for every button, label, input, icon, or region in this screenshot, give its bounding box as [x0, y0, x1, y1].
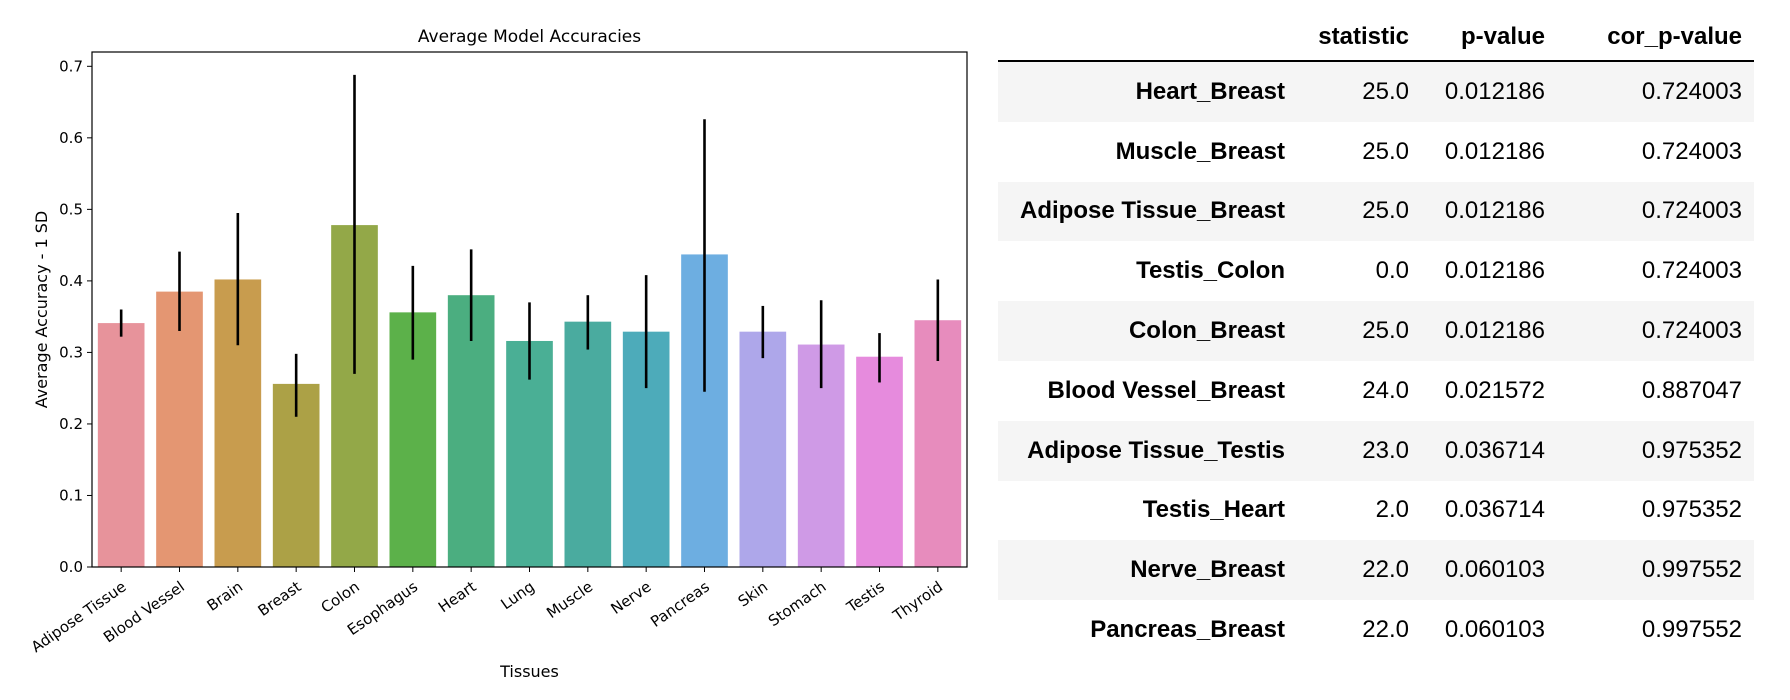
cor-p-value-cell: 0.975352	[1557, 420, 1754, 481]
table-body: Heart_Breast 25.0 0.012186 0.724003 Muscle_B…	[998, 61, 1754, 660]
bars-layer	[97, 225, 962, 567]
cor-p-value-cell: 0.997552	[1557, 540, 1754, 601]
header-p-value: p-value	[1421, 14, 1557, 62]
table-row: Testis_Colon 0.0 0.012186 0.724003	[998, 241, 1754, 301]
bar	[156, 291, 203, 567]
statistic-cell: 22.0	[1362, 616, 1409, 644]
statistic-cell: 22.0	[1297, 540, 1421, 601]
bar	[914, 320, 962, 567]
row-label: Testis_Colon	[1136, 257, 1285, 285]
p-value-cell: 0.036714	[1444, 496, 1545, 524]
y-tick-label: 0.2	[59, 415, 83, 433]
y-tick-label: 0.7	[59, 57, 83, 75]
x-tick-label: Lung	[497, 578, 537, 614]
p-value-cell: 0.012186	[1444, 257, 1545, 285]
statistic-cell: 0.0	[1375, 257, 1409, 285]
cor-p-value-cell: 0.724003	[1641, 257, 1742, 285]
y-axis: 0.0 0.1 0.2 0.3 0.4 0.5 0.6 0.7	[59, 57, 92, 576]
y-tick-label: 0.6	[59, 129, 83, 147]
table-row: Muscle_Breast 25.0 0.012186 0.724003	[998, 122, 1754, 182]
p-value-cell: 0.060103	[1444, 616, 1545, 644]
row-label: Adipose Tissue_Breast	[998, 181, 1297, 242]
row-label: Blood Vessel_Breast	[1047, 376, 1285, 404]
table-row: Adipose Tissue_Breast 25.0 0.012186 0.72400…	[998, 181, 1754, 242]
table-row: Adipose Tissue_Testis 23.0 0.036714 0.97535…	[998, 420, 1754, 481]
row-label: Nerve_Breast	[998, 540, 1297, 601]
y-tick-label: 0.5	[59, 200, 83, 218]
statistic-cell: 23.0	[1297, 420, 1421, 481]
row-label: Testis_Heart	[1142, 496, 1285, 524]
chart-title: Average Model Accuracies	[418, 27, 641, 47]
table-row: Pancreas_Breast 22.0 0.060103 0.997552	[998, 600, 1754, 660]
table-row: Heart_Breast 25.0 0.012186 0.724003	[998, 61, 1754, 122]
bar	[739, 331, 787, 567]
p-value-cell: 0.012186	[1421, 301, 1557, 361]
y-tick-label: 0.1	[59, 486, 83, 504]
bar	[97, 323, 145, 567]
row-label: Pancreas_Breast	[1090, 616, 1285, 644]
cor-p-value-cell: 0.724003	[1557, 301, 1754, 361]
statistic-cell: 24.0	[1362, 376, 1409, 404]
x-tick-label: Breast	[255, 577, 305, 619]
row-label: Heart_Breast	[998, 61, 1297, 122]
bar-chart: Average Model Accuracies Average Accurac…	[28, 27, 968, 681]
error-bars-layer	[119, 74, 940, 417]
bar	[856, 356, 903, 567]
row-label: Colon_Breast	[998, 301, 1297, 361]
x-tick-label: Nerve	[607, 578, 654, 618]
cor-p-value-cell: 0.975352	[1641, 496, 1742, 524]
statistic-cell: 25.0	[1362, 137, 1409, 165]
stats-table: statistic p-value cor_p-value Heart_Brea…	[998, 14, 1754, 660]
p-value-cell: 0.012186	[1421, 181, 1557, 242]
header-blank	[998, 14, 1297, 62]
p-value-cell: 0.012186	[1444, 137, 1545, 165]
cor-p-value-cell: 0.887047	[1641, 376, 1742, 404]
statistic-cell: 2.0	[1375, 496, 1409, 524]
cor-p-value-cell: 0.724003	[1641, 137, 1742, 165]
cor-p-value-cell: 0.724003	[1557, 61, 1754, 122]
x-tick-label: Thyroid	[889, 578, 946, 626]
table-row: Testis_Heart 2.0 0.036714 0.975352	[998, 481, 1754, 541]
p-value-cell: 0.012186	[1421, 61, 1557, 122]
cor-p-value-cell: 0.997552	[1641, 616, 1742, 644]
chart-canvas: Average Model Accuracies Average Accurac…	[28, 27, 968, 681]
plot-frame	[91, 51, 968, 568]
row-label: Muscle_Breast	[1115, 137, 1285, 165]
p-value-cell: 0.021572	[1444, 376, 1545, 404]
y-tick-label: 0.4	[59, 272, 83, 290]
header-statistic: statistic	[1297, 14, 1421, 62]
x-tick-label: Muscle	[543, 578, 596, 623]
x-tick-label: Pancreas	[647, 577, 713, 631]
x-tick-label: Colon	[318, 578, 363, 617]
x-tick-label: Heart	[435, 577, 480, 616]
cor-p-value-cell: 0.724003	[1557, 181, 1754, 242]
y-axis-title: Average Accuracy - 1 SD	[32, 211, 51, 409]
x-tick-label: Testis	[843, 577, 888, 616]
header-cor-p-value: cor_p-value	[1557, 14, 1754, 62]
p-value-cell: 0.060103	[1421, 540, 1557, 601]
y-tick-label: 0.3	[59, 343, 83, 361]
p-value-cell: 0.036714	[1421, 420, 1557, 481]
row-label: Adipose Tissue_Testis	[998, 420, 1297, 481]
table-row: Nerve_Breast 22.0 0.060103 0.997552	[998, 540, 1754, 601]
x-axis-title: Tissues	[499, 662, 559, 681]
x-tick-label: Stomach	[765, 578, 830, 631]
statistic-cell: 25.0	[1297, 61, 1421, 122]
x-tick-label: Adipose Tissue	[28, 578, 130, 657]
table-row: Colon_Breast 25.0 0.012186 0.724003	[998, 301, 1754, 361]
x-tick-label: Skin	[735, 578, 771, 611]
bar	[564, 321, 612, 567]
statistic-cell: 25.0	[1297, 301, 1421, 361]
statistic-cell: 25.0	[1297, 181, 1421, 242]
x-tick-label: Brain	[204, 578, 247, 615]
y-tick-label: 0.0	[59, 558, 83, 576]
table-header-row: statistic p-value cor_p-value	[998, 14, 1754, 62]
table-row: Blood Vessel_Breast 24.0 0.021572 0.887047	[998, 361, 1754, 421]
